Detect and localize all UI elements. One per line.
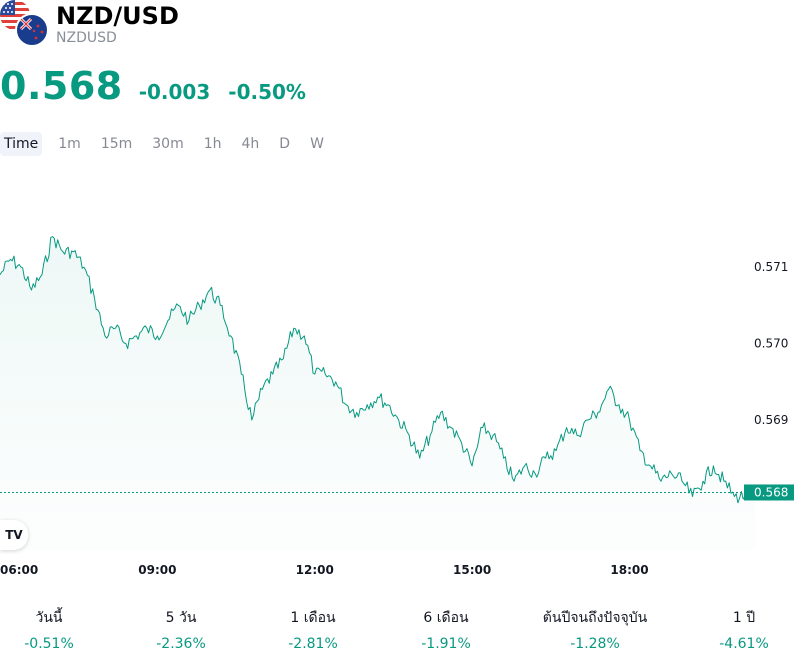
x-tick-label: 18:00	[610, 563, 648, 577]
price-change: -0.003	[138, 80, 211, 104]
perf-value: -4.61%	[719, 636, 769, 652]
timeframe-1h[interactable]: 1h	[203, 136, 222, 152]
timeframe-15m[interactable]: 15m	[100, 136, 133, 152]
perf-item-5d[interactable]: 5 วัน -2.36%	[116, 604, 246, 656]
perf-value: -1.91%	[421, 636, 471, 652]
last-price-badge-label: 0.568	[754, 485, 788, 499]
ticker-code: NZDUSD	[56, 30, 117, 46]
perf-item-today[interactable]: วันนี้ -0.51%	[0, 604, 114, 656]
perf-label: 1 เดือน	[290, 610, 336, 626]
timeframe-4h[interactable]: 4h	[241, 136, 260, 152]
x-tick-label: 15:00	[453, 563, 491, 577]
last-price-badge	[744, 484, 794, 501]
perf-label: 5 วัน	[165, 610, 197, 626]
tradingview-logo: TV	[0, 520, 28, 550]
y-tick-label: 0.571	[754, 260, 788, 274]
timeframe-d[interactable]: D	[279, 136, 291, 152]
nz-flag-icon	[15, 13, 49, 47]
x-tick-label: 06:00	[0, 563, 38, 577]
perf-value: -0.51%	[24, 636, 74, 652]
price-change-percent: -0.50%	[228, 80, 306, 104]
currency-flags	[0, 0, 50, 50]
price-chart-svg[interactable]: 0.568 0.569 0.570 0.571 06:00 09:00 12:00 15:0…	[0, 160, 800, 590]
y-tick-label: 0.570	[754, 337, 788, 351]
perf-item-1m[interactable]: 1 เดือน -2.81%	[248, 604, 378, 656]
perf-label: 1 ปี	[732, 610, 756, 626]
price-series-line	[0, 236, 756, 504]
price-area-fill	[0, 236, 756, 550]
timeframe-selector: Time 1m 15m 30m 1h 4h D W	[0, 132, 334, 156]
y-tick-label: 0.569	[754, 413, 788, 427]
timeframe-30m[interactable]: 30m	[152, 136, 184, 152]
perf-value: -2.81%	[288, 636, 338, 652]
perf-label: 6 เดือน	[423, 610, 469, 626]
symbol-header: NZD/USD NZDUSD	[0, 0, 800, 60]
perf-label: ต้นปีจนถึงปัจจุบัน	[542, 610, 648, 626]
performance-strip: วันนี้ -0.51% 5 วัน -2.36% 1 เดือน -2.81…	[0, 604, 800, 664]
symbol-title: NZD/USD	[56, 2, 179, 30]
x-tick-label: 09:00	[138, 563, 176, 577]
x-tick-label: 12:00	[296, 563, 334, 577]
perf-item-6m[interactable]: 6 เดือน -1.91%	[381, 604, 511, 656]
price-quote: 0.568 -0.003 -0.50%	[0, 64, 306, 110]
perf-item-ytd[interactable]: ต้นปีจนถึงปัจจุบัน -1.28%	[530, 604, 660, 656]
perf-label: วันนี้	[35, 610, 63, 626]
perf-item-1y[interactable]: 1 ปี -4.61%	[679, 604, 800, 656]
timeframe-1m[interactable]: 1m	[58, 136, 81, 152]
price-chart[interactable]: 0.568 0.569 0.570 0.571 06:00 09:00 12:00 15:0…	[0, 160, 800, 590]
last-price: 0.568	[0, 64, 123, 108]
timeframe-time[interactable]: Time	[0, 132, 43, 156]
perf-value: -1.28%	[570, 636, 620, 652]
timeframe-w[interactable]: W	[310, 136, 324, 152]
perf-value: -2.36%	[156, 636, 206, 652]
